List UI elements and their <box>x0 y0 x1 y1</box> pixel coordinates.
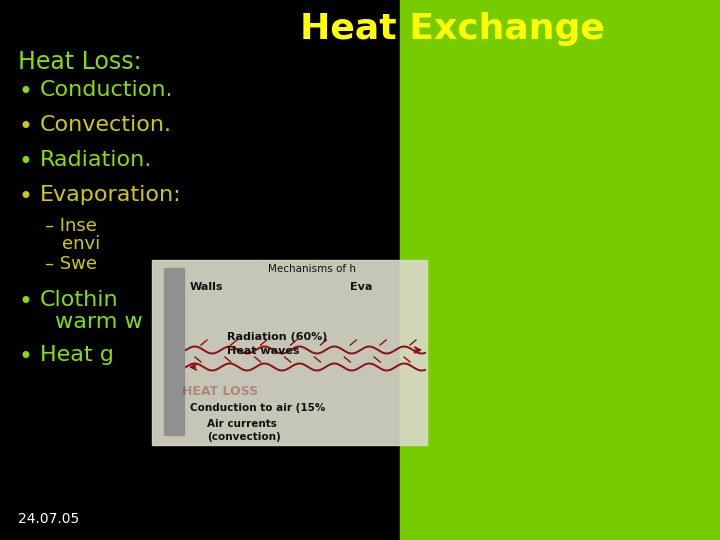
Text: (convection): (convection) <box>207 432 281 442</box>
Text: Clothin: Clothin <box>40 290 119 310</box>
Text: Evaporation:: Evaporation: <box>40 185 181 205</box>
Text: Conduction to air (15%: Conduction to air (15% <box>190 403 325 413</box>
Text: Conduction.: Conduction. <box>40 80 174 100</box>
Text: – Inse: – Inse <box>45 217 97 235</box>
Bar <box>0 0 400 540</box>
Text: •: • <box>18 150 32 174</box>
Text: 24.07.05: 24.07.05 <box>18 512 79 526</box>
Text: envi: envi <box>62 235 100 253</box>
Text: Eva: Eva <box>350 282 372 292</box>
Bar <box>164 268 184 435</box>
Text: •: • <box>18 80 32 104</box>
Text: Heat waves: Heat waves <box>227 346 300 356</box>
Text: •: • <box>18 185 32 209</box>
Text: warm w: warm w <box>55 312 143 332</box>
Text: Walls: Walls <box>190 282 223 292</box>
Text: •: • <box>18 290 32 314</box>
Text: HEAT LOSS: HEAT LOSS <box>182 385 258 398</box>
Text: •: • <box>18 115 32 139</box>
Text: Heat g: Heat g <box>40 345 114 365</box>
Text: Air currents: Air currents <box>207 419 277 429</box>
Text: Radiation.: Radiation. <box>40 150 152 170</box>
Bar <box>152 260 427 445</box>
Text: – Swe: – Swe <box>45 255 97 273</box>
Text: Mechanisms of h: Mechanisms of h <box>268 264 356 274</box>
Text: Convection.: Convection. <box>40 115 172 135</box>
Text: •: • <box>18 345 32 369</box>
Text: Heat Exchange: Heat Exchange <box>300 12 605 46</box>
Text: Radiation (60%): Radiation (60%) <box>227 332 328 342</box>
Bar <box>400 0 720 540</box>
Text: Heat Loss:: Heat Loss: <box>18 50 142 74</box>
